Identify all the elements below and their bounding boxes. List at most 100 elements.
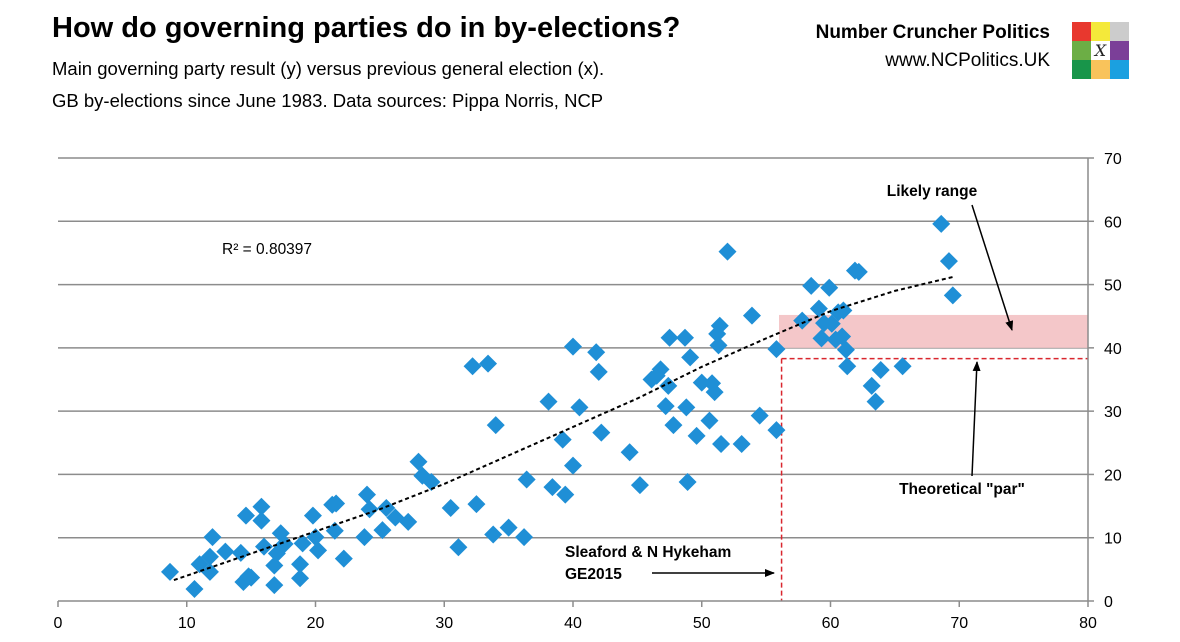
x-tick-label-70: 70 xyxy=(950,615,968,632)
data-point-108 xyxy=(932,214,951,233)
axes: 0 10 20 30 40 50 60 70 0 10 20 30 40 50 60 70 80 xyxy=(54,151,1122,632)
data-point-34 xyxy=(373,521,392,540)
data-point-84 xyxy=(732,435,751,454)
data-point-7 xyxy=(216,542,235,561)
data-point-31 xyxy=(355,528,374,547)
logo-cell-blue xyxy=(1110,60,1129,79)
logo-cell-grey xyxy=(1110,22,1129,41)
data-point-40 xyxy=(422,473,441,492)
data-point-107 xyxy=(893,357,912,376)
data-point-58 xyxy=(587,343,606,362)
likely-range-label: Likely range xyxy=(887,183,978,200)
logo-x-mark: X xyxy=(1091,41,1110,60)
data-point-57 xyxy=(570,398,589,417)
logo-cell-green xyxy=(1072,60,1091,79)
data-points xyxy=(161,214,962,598)
data-point-32 xyxy=(358,485,376,504)
data-point-5 xyxy=(200,547,219,566)
x-tick-label-0: 0 xyxy=(54,615,63,632)
data-point-103 xyxy=(849,262,868,281)
y-tick-label-60: 60 xyxy=(1104,214,1122,231)
data-point-29 xyxy=(327,494,346,513)
data-point-78 xyxy=(705,383,724,402)
data-point-83 xyxy=(718,242,737,261)
data-point-53 xyxy=(553,430,572,449)
chart-subtitle-line1: Main governing party result (y) versus p… xyxy=(52,58,605,79)
ncp-logo: X xyxy=(1072,22,1129,79)
data-point-33 xyxy=(360,500,379,519)
data-point-45 xyxy=(479,354,498,373)
data-point-6 xyxy=(203,528,222,547)
data-point-22 xyxy=(291,555,310,574)
data-point-1 xyxy=(161,562,180,581)
data-point-74 xyxy=(687,426,706,445)
data-point-23 xyxy=(293,534,312,553)
sleaford-label-line1: Sleaford & N Hykeham xyxy=(565,544,731,561)
data-point-94 xyxy=(820,278,839,297)
data-point-60 xyxy=(592,423,611,442)
data-point-68 xyxy=(660,328,679,347)
data-point-21 xyxy=(291,569,310,588)
data-point-49 xyxy=(515,528,534,547)
data-point-86 xyxy=(750,406,769,425)
data-point-70 xyxy=(676,328,695,347)
trendline xyxy=(173,276,954,582)
data-point-75 xyxy=(692,373,711,392)
data-point-50 xyxy=(517,470,536,489)
x-tick-label-20: 20 xyxy=(307,615,325,632)
data-point-101 xyxy=(838,357,857,376)
chart-title: How do governing parties do in by-electi… xyxy=(52,12,681,44)
data-point-92 xyxy=(812,329,831,348)
data-point-88 xyxy=(767,340,786,359)
y-tick-label-10: 10 xyxy=(1104,531,1122,548)
data-point-8 xyxy=(231,543,250,562)
data-point-16 xyxy=(265,556,284,575)
data-point-17 xyxy=(265,576,284,595)
x-tick-label-30: 30 xyxy=(435,615,453,632)
data-point-47 xyxy=(486,416,505,435)
theoretical-par-arrow xyxy=(971,361,981,477)
data-point-37 xyxy=(399,512,418,531)
data-point-100 xyxy=(836,340,855,359)
data-point-56 xyxy=(564,337,582,356)
data-point-46 xyxy=(484,525,503,544)
data-point-4 xyxy=(200,562,219,581)
data-point-80 xyxy=(709,336,728,355)
brand-name: Number Cruncher Politics xyxy=(815,22,1050,43)
data-point-30 xyxy=(334,549,353,568)
data-point-25 xyxy=(306,528,325,547)
likely-range-arrow xyxy=(971,204,1014,331)
data-point-76 xyxy=(700,411,719,430)
y-tick-label-40: 40 xyxy=(1104,341,1122,358)
data-point-65 xyxy=(651,360,670,379)
data-point-61 xyxy=(620,443,639,462)
data-point-26 xyxy=(309,541,328,560)
data-point-110 xyxy=(943,286,962,305)
data-point-91 xyxy=(809,299,828,318)
data-point-72 xyxy=(678,473,697,492)
data-point-82 xyxy=(712,435,731,454)
data-point-2 xyxy=(185,579,204,598)
data-point-73 xyxy=(681,348,700,367)
data-point-28 xyxy=(325,521,344,540)
x-tick-label-50: 50 xyxy=(693,615,711,632)
data-point-24 xyxy=(303,506,322,525)
data-point-59 xyxy=(589,362,608,381)
y-tick-label-70: 70 xyxy=(1104,151,1122,168)
data-point-12 xyxy=(242,568,261,587)
data-point-55 xyxy=(564,456,582,475)
data-point-69 xyxy=(664,416,683,435)
logo-cell-purple xyxy=(1110,41,1129,60)
annotations: R² = 0.80397 Likely range Theoretical "p… xyxy=(222,183,1025,583)
y-tick-label-20: 20 xyxy=(1104,467,1122,484)
data-point-14 xyxy=(252,511,271,530)
data-point-52 xyxy=(543,478,562,497)
likely-range-layer xyxy=(779,314,1088,601)
data-point-81 xyxy=(710,316,729,335)
data-point-15 xyxy=(255,537,273,556)
r-squared-label: R² = 0.80397 xyxy=(222,241,312,258)
data-point-71 xyxy=(677,398,696,417)
data-point-42 xyxy=(449,538,468,557)
brand-url[interactable]: www.NCPolitics.UK xyxy=(885,50,1050,71)
